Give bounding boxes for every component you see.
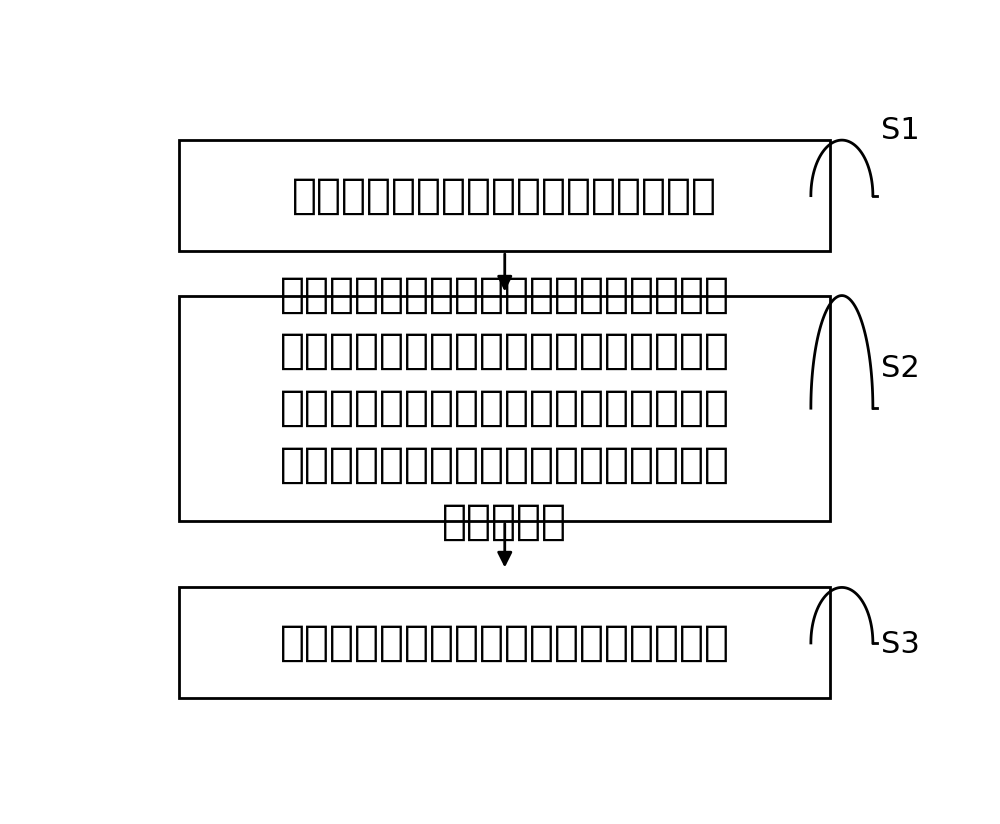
Text: S3: S3 xyxy=(881,630,920,659)
Bar xyxy=(179,296,830,521)
Text: 经分析处理，保留处理后的原因报警事件: 经分析处理，保留处理后的原因报警事件 xyxy=(280,622,730,664)
Bar xyxy=(179,588,830,699)
Text: 接收到报警事件后，根据预先建立的所有
报警事件之间的因果关系，分析确定接收
到的报警事件的因果关系，得到原因报警
事件、结果报警事件以及未知报警事件中
的至少一: 接收到报警事件后，根据预先建立的所有 报警事件之间的因果关系，分析确定接收 到的… xyxy=(280,274,730,543)
Text: S2: S2 xyxy=(881,354,919,383)
Text: S1: S1 xyxy=(881,116,919,145)
Bar xyxy=(179,140,830,251)
Text: 预先建立所有报警事件之间的因果关系: 预先建立所有报警事件之间的因果关系 xyxy=(292,175,717,217)
